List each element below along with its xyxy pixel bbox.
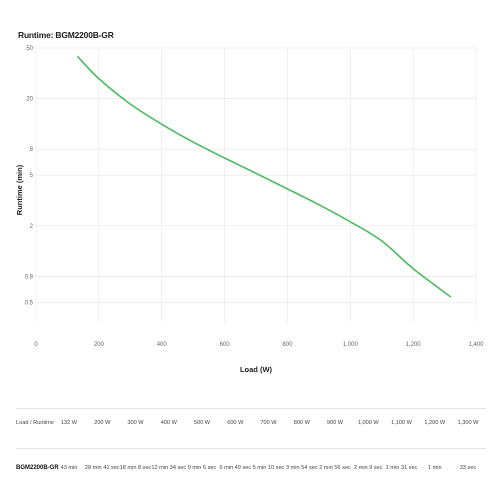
x-tick-labels: 0 200 400 600 800 1,000 1,200 1,400 (34, 342, 484, 348)
table-model-row: BGM2200B-GR 43 min 28 min 41 sec 18 min 8 … (16, 465, 486, 479)
y-tick-label: 0.5 (25, 300, 34, 306)
series-line (76, 55, 452, 298)
y-tick-label: 20 (26, 97, 33, 103)
y-axis-title: Runtime (min) (15, 164, 24, 215)
x-tick-label: 1,400 (468, 342, 484, 348)
table-load-cell: 600 W (227, 420, 244, 426)
x-tick-label: 1,200 (406, 342, 422, 348)
y-tick-labels: 50 20 8 5 2 0.8 0.5 (25, 46, 34, 306)
y-tick-label: 50 (26, 46, 33, 52)
table-load-cell: 1,300 W (457, 420, 479, 426)
series-layer (76, 55, 452, 298)
table-runtime-cell: 3 min 54 sec (285, 465, 318, 471)
x-tick-label: 1,000 (343, 342, 359, 348)
table-load-cell: 200 W (94, 420, 111, 426)
table-load-cell: 700 W (260, 420, 277, 426)
table-runtime-cell: 1 min (427, 465, 442, 471)
x-tick-label: 0 (34, 342, 38, 348)
y-tick-label: 0.8 (25, 274, 34, 280)
table-load-cell: 1,000 W (357, 420, 379, 426)
table-runtime-cell: 33 sec (459, 465, 477, 471)
y-tick-label: 2 (30, 224, 34, 230)
table-load-cell: 1,200 W (424, 420, 446, 426)
table-load-cell: 300 W (127, 420, 144, 426)
x-axis-title: Load (W) (240, 365, 273, 374)
table-runtime-cell: 43 min (60, 465, 78, 471)
table-load-cell: 800 W (293, 420, 310, 426)
table-model-label: BGM2200B-GR (16, 465, 59, 471)
y-tick-label: 5 (30, 173, 34, 179)
y-tick-label: 8 (30, 147, 34, 153)
table-header-label: Load / Runtime (16, 420, 54, 426)
table-runtime-cell: 18 min 8 sec (119, 465, 152, 471)
table-header-row: Load / Runtime 132 W 200 W 300 W 400 W 500 W… (16, 420, 486, 434)
table-runtime-cell: 2 min 56 sec (319, 465, 351, 471)
table-load-cell: 500 W (193, 420, 211, 426)
gridlines (35, 47, 477, 322)
table-divider-top (16, 408, 486, 409)
table-runtime-cell: 6 min 49 sec (219, 465, 252, 471)
table-runtime-cell: 1 min 31 sec (385, 465, 418, 471)
x-tick-label: 200 (94, 342, 105, 348)
table-runtime-cell: 5 min 10 sec (252, 465, 285, 471)
x-tick-label: 600 (220, 342, 231, 348)
chart-title: Runtime: BGM2200B-GR (18, 30, 114, 40)
table-runtime-cell: 28 min 41 sec (84, 465, 120, 471)
table-runtime-cell: 2 min 9 sec (353, 465, 383, 471)
x-tick-label: 400 (157, 342, 168, 348)
table-load-cell: 1,100 W (391, 420, 412, 426)
table-divider-middle (16, 448, 486, 449)
table-runtime-cell: 9 min 6 sec (187, 465, 217, 471)
table-load-cell: 900 W (326, 420, 344, 426)
table-runtime-cell: 12 min 34 sec (151, 465, 187, 471)
x-tick-label: 800 (282, 342, 293, 348)
table-load-cell: 132 W (60, 420, 78, 426)
table-load-cell: 400 W (160, 420, 177, 426)
